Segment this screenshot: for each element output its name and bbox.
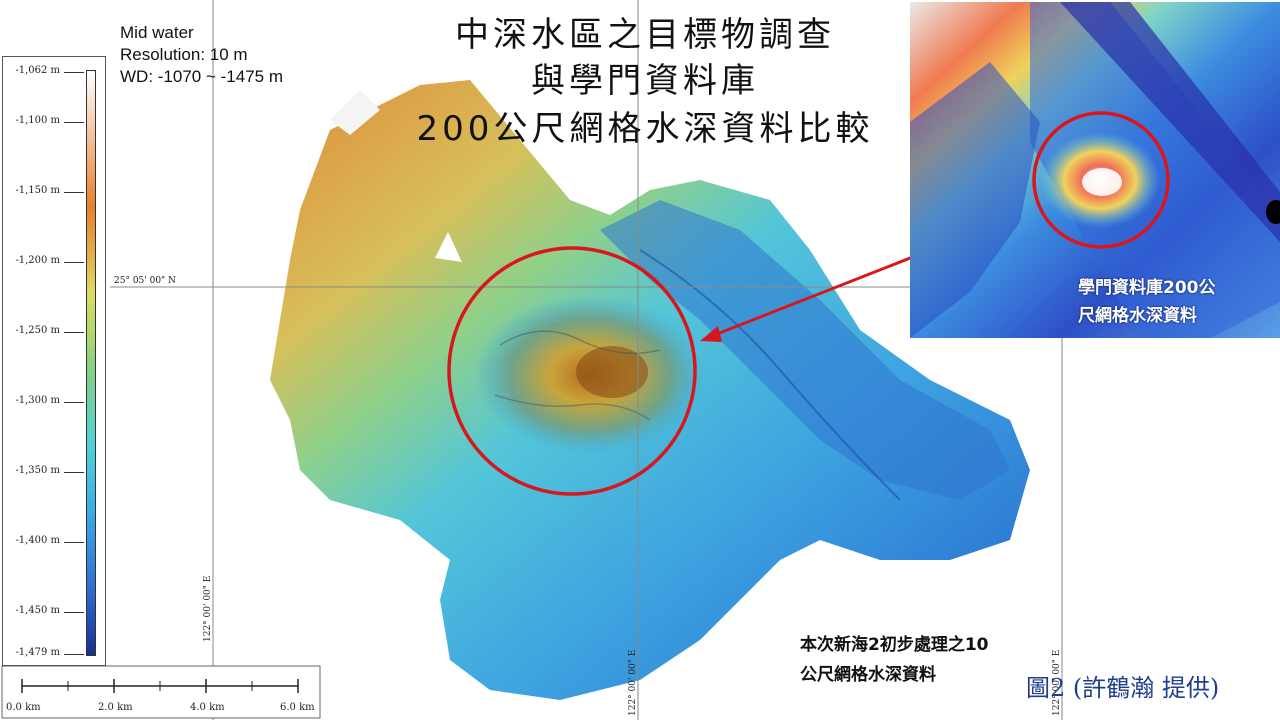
title-line-2: 與學門資料庫 <box>531 61 759 101</box>
legend-tick-label: -1,150 m <box>15 185 60 196</box>
legend-tick-mark <box>64 402 84 403</box>
legend-tick-mark <box>64 72 84 73</box>
title-line-3: 200公尺網格水深資料比較 <box>416 109 874 149</box>
legend-tick-label: -1,250 m <box>15 325 60 336</box>
survey-note: 本次新海2初步處理之10 公尺網格水深資料 <box>800 630 989 690</box>
legend-tick-label: -1,400 m <box>15 535 60 546</box>
info-mid-water: Mid water <box>120 23 194 42</box>
legend-tick-mark <box>64 542 84 543</box>
note-line-2: 公尺網格水深資料 <box>800 665 936 685</box>
scalebar-label-0: 0.0 km <box>6 702 41 713</box>
scalebar-label-6: 6.0 km <box>280 702 315 713</box>
info-resolution: Resolution: 10 m <box>120 45 248 64</box>
depth-color-ramp <box>86 70 96 656</box>
inset-label: 學門資料庫200公 尺網格水深資料 <box>1078 274 1216 330</box>
legend-tick-mark <box>64 472 84 473</box>
latitude-label: 25° 05' 00" N <box>114 276 176 286</box>
info-water-depth: WD: -1070 ~ -1475 m <box>120 67 283 86</box>
legend-tick-label: -1,100 m <box>15 115 60 126</box>
page-title: 中深水區之目標物調查 與學門資料庫 200公尺網格水深資料比較 <box>380 12 910 154</box>
legend-tick-label: -1,350 m <box>15 465 60 476</box>
figure-credit: 圖2 (許鶴瀚 提供) <box>1026 674 1220 702</box>
legend-tick-mark <box>64 122 84 123</box>
title-line-1: 中深水區之目標物調查 <box>455 15 835 55</box>
legend-tick-label: -1,450 m <box>15 605 60 616</box>
inset-label-line-2: 尺網格水深資料 <box>1078 306 1197 326</box>
scalebar-label-2: 2.0 km <box>98 702 133 713</box>
legend-tick-mark <box>64 332 84 333</box>
inset-bathymetry <box>910 2 1280 338</box>
longitude-label-center: 122° 00' 00" E <box>628 649 638 716</box>
legend-tick-mark <box>64 612 84 613</box>
legend-tick-mark <box>64 192 84 193</box>
inset-label-line-1: 學門資料庫200公 <box>1078 278 1216 298</box>
note-line-1: 本次新海2初步處理之10 <box>800 635 989 655</box>
legend-tick-label: -1,062 m <box>15 65 60 76</box>
legend-tick-label: -1,479 m <box>15 647 60 658</box>
survey-info: Mid water Resolution: 10 m WD: -1070 ~ -… <box>120 22 283 88</box>
legend-tick-label: -1,200 m <box>15 255 60 266</box>
legend-tick-label: -1,300 m <box>15 395 60 406</box>
legend-tick-mark <box>64 654 84 655</box>
longitude-label-west: 122° 00' 00" E <box>203 575 213 642</box>
inset-database-map: 學門資料庫200公 尺網格水深資料 <box>910 2 1280 338</box>
scalebar-label-4: 4.0 km <box>190 702 225 713</box>
legend-tick-mark <box>64 262 84 263</box>
